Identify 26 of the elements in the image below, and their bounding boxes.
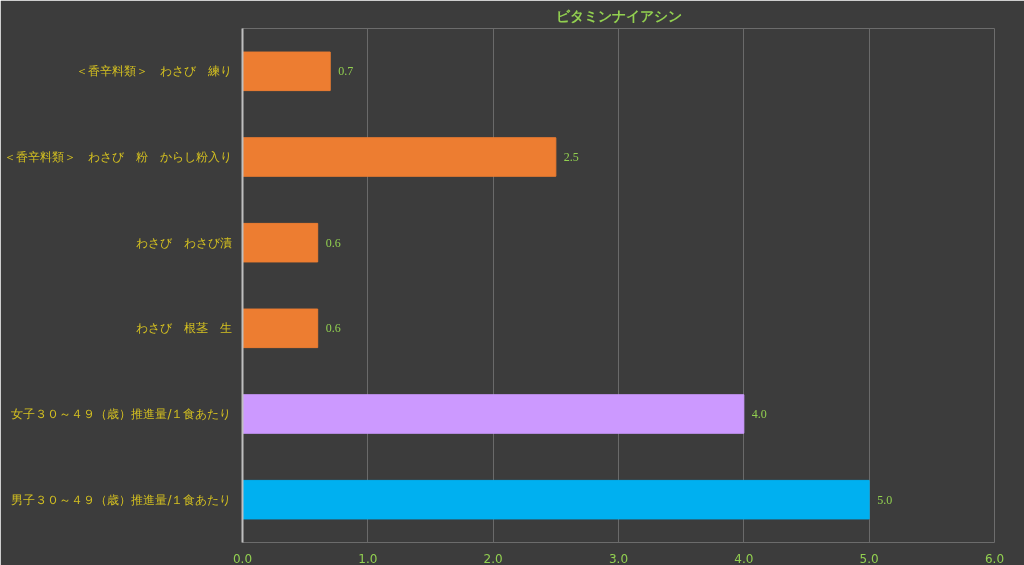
x-tick-label: 2.0 bbox=[483, 551, 503, 565]
bar bbox=[242, 394, 745, 434]
y-tick-label: ＜香辛料類＞ わさび 粉 からし粉入り bbox=[3, 150, 232, 164]
x-tick-label: 1.0 bbox=[358, 551, 378, 565]
bar bbox=[242, 479, 870, 520]
y-tick-label: わさび 根茎 生 bbox=[135, 321, 232, 336]
y-tick-label: ＜香辛料類＞ わさび 練り bbox=[75, 64, 232, 79]
chart-title: ビタミンナイアシン bbox=[555, 7, 682, 24]
y-tick-label: 男子３０～４９（歳）推進量/１食あたり bbox=[11, 492, 232, 507]
data-label: 2.5 bbox=[563, 150, 579, 164]
y-tick-label: わさび わさび漬 bbox=[135, 235, 232, 250]
bar bbox=[242, 308, 319, 349]
bar bbox=[242, 51, 331, 92]
x-tick-label: 3.0 bbox=[608, 551, 629, 565]
data-label: 0.7 bbox=[338, 64, 354, 79]
x-tick-label: 4.0 bbox=[734, 551, 754, 565]
x-tick-label: 6.0 bbox=[984, 551, 1005, 565]
data-label: 4.0 bbox=[751, 407, 767, 421]
y-tick-label: 女子３０～４９（歳）推進量/１食あたり bbox=[11, 407, 232, 421]
data-label: 0.6 bbox=[325, 235, 341, 250]
data-label: 0.6 bbox=[325, 321, 341, 336]
data-label: 5.0 bbox=[877, 492, 893, 507]
bar bbox=[242, 137, 557, 177]
x-tick-label: 5.0 bbox=[859, 551, 879, 565]
bar bbox=[242, 222, 319, 263]
x-tick-label: 0.0 bbox=[232, 551, 253, 565]
